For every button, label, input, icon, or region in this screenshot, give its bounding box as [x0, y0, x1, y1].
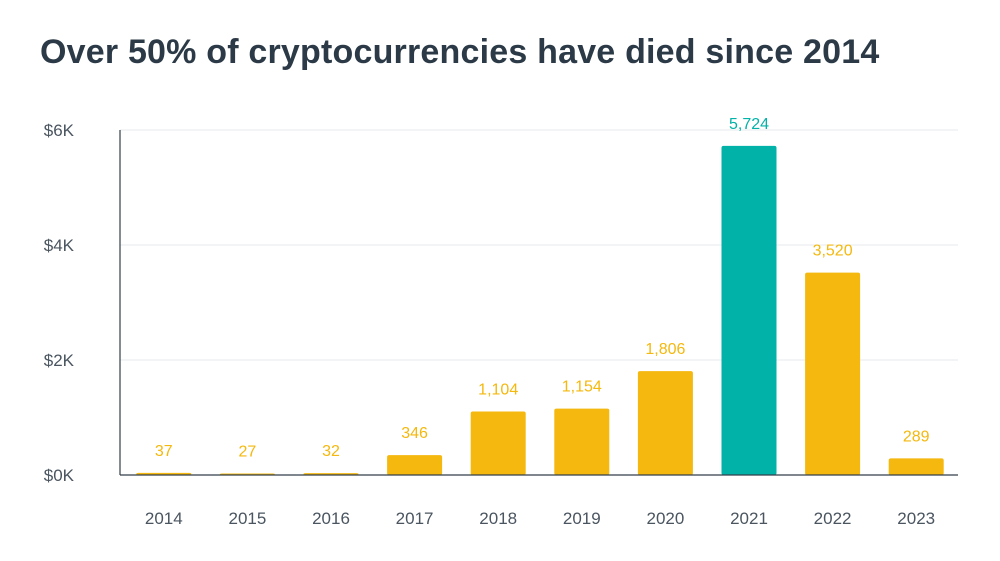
bar-2023: [888, 458, 944, 475]
y-tick-label: $2K: [44, 351, 75, 370]
x-tick-label-2022: 2022: [814, 509, 852, 528]
data-label-2019: 1,154: [562, 379, 602, 396]
data-label-2018: 1,104: [478, 382, 518, 399]
data-label-2014: 37: [155, 443, 173, 460]
bar-2018: [470, 411, 526, 475]
bar-2019: [554, 408, 610, 475]
chart-title: Over 50% of cryptocurrencies have died s…: [40, 33, 880, 71]
bar-2022: [805, 272, 861, 475]
bars: [136, 145, 944, 475]
axes: [119, 130, 958, 476]
x-tick-label-2019: 2019: [563, 509, 601, 528]
x-tick-label-2016: 2016: [312, 509, 350, 528]
y-tick-label: $4K: [44, 236, 75, 255]
x-tick-label-2014: 2014: [145, 509, 183, 528]
x-tick-label-2021: 2021: [730, 509, 768, 528]
data-label-2016: 32: [322, 443, 340, 460]
x-tick-label-2020: 2020: [646, 509, 684, 528]
data-label-2017: 346: [401, 425, 428, 442]
data-label-2021: 5,724: [729, 116, 769, 133]
bar-2020: [637, 371, 693, 475]
x-tick-label-2018: 2018: [479, 509, 517, 528]
bar-2021: [721, 145, 777, 475]
x-tick-label-2017: 2017: [396, 509, 434, 528]
x-tick-label-2015: 2015: [228, 509, 266, 528]
y-tick-label: $6K: [44, 121, 75, 140]
labels: $0K $2K $4K $6K 37 2014 27 2015 32 2016 346 2017 1,1…: [44, 116, 935, 528]
data-label-2022: 3,520: [813, 243, 853, 260]
bar-2017: [387, 455, 443, 475]
y-tick-label: $0K: [44, 466, 75, 485]
data-label-2020: 1,806: [645, 341, 685, 358]
data-label-2015: 27: [239, 443, 257, 460]
data-label-2023: 289: [903, 428, 930, 445]
x-tick-label-2023: 2023: [897, 509, 935, 528]
